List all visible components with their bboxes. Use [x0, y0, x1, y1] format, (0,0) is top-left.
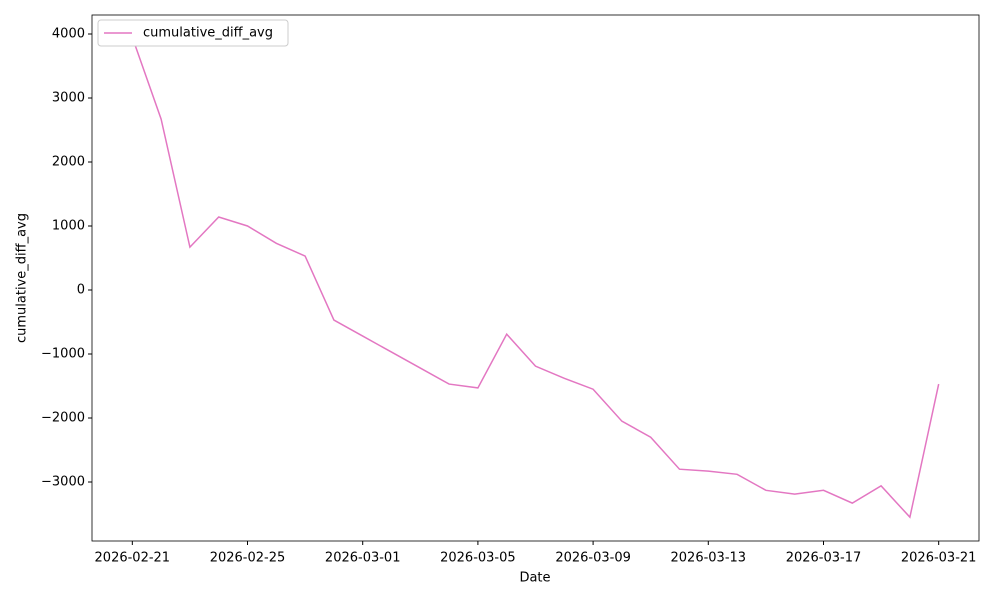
x-tick-label: 2026-03-13 — [671, 551, 747, 566]
y-tick-label: −3000 — [41, 474, 85, 489]
x-tick-label: 2026-03-01 — [325, 551, 401, 566]
y-axis-label: cumulative_diff_avg — [15, 213, 30, 343]
legend-label: cumulative_diff_avg — [143, 26, 273, 41]
y-tick-label: −1000 — [41, 346, 85, 361]
x-axis-label: Date — [519, 571, 550, 586]
y-tick-label: 1000 — [52, 219, 85, 234]
x-tick-label: 2026-03-17 — [786, 551, 862, 566]
x-tick-label: 2026-03-09 — [555, 551, 631, 566]
plot-frame — [91, 14, 980, 542]
legend-box — [97, 19, 289, 47]
y-tick-label: 0 — [77, 282, 85, 297]
y-tick-label: 3000 — [52, 91, 85, 106]
y-tick-label: −2000 — [41, 410, 85, 425]
y-tick-label: 2000 — [52, 155, 85, 170]
x-tick-label: 2026-03-05 — [440, 551, 516, 566]
x-tick-label: 2026-02-21 — [95, 551, 171, 566]
x-tick-label: 2026-03-21 — [901, 551, 977, 566]
y-tick-label: 4000 — [52, 27, 85, 42]
line — [131, 36, 940, 519]
x-tick-label: 2026-02-25 — [210, 551, 286, 566]
